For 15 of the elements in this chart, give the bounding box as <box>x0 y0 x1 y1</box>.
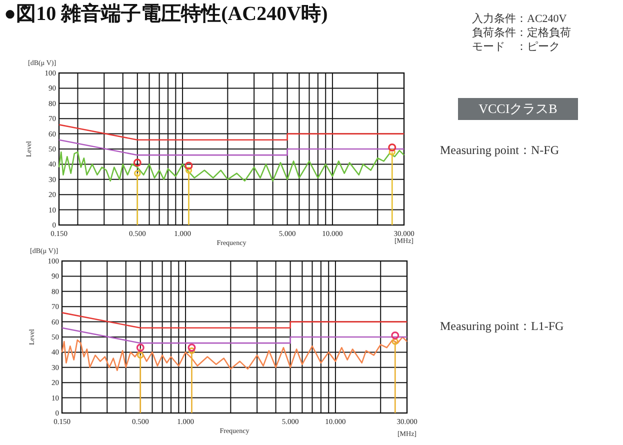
point <box>388 148 396 156</box>
chart-title: ●図10 雑音端子電圧特性(AC240V時) <box>4 2 328 25</box>
text: Measuring point：L1-FG <box>440 319 564 333</box>
point <box>388 143 396 152</box>
point <box>392 338 398 345</box>
text: モード ：ピーク <box>472 41 560 53</box>
text: 負荷条件：定格負荷 <box>472 26 571 39</box>
point <box>137 352 144 359</box>
point <box>134 170 141 177</box>
point <box>391 331 400 340</box>
text: 入力条件：AC240V <box>472 12 567 25</box>
point <box>133 158 142 167</box>
point <box>136 344 144 352</box>
text: VCCIクラスB <box>478 101 558 116</box>
text: Measuring point：N-FG <box>440 143 560 157</box>
